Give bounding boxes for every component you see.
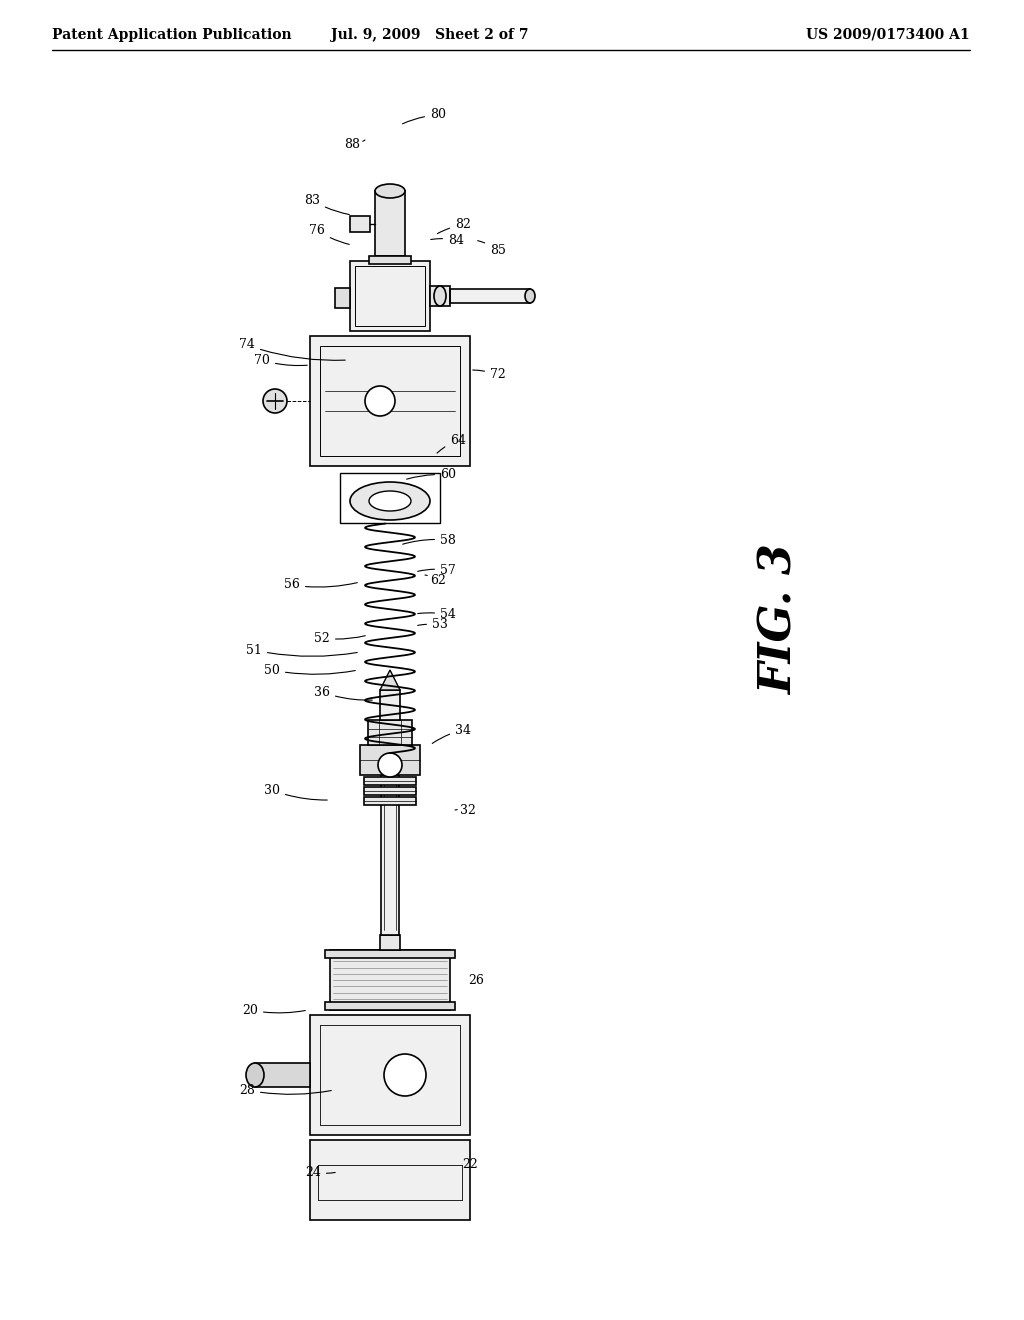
Text: 84: 84 bbox=[431, 234, 464, 247]
Text: 83: 83 bbox=[304, 194, 349, 215]
Text: 85: 85 bbox=[478, 240, 506, 256]
Bar bbox=[364, 797, 416, 805]
Ellipse shape bbox=[434, 286, 446, 306]
Text: 36: 36 bbox=[314, 685, 373, 700]
Text: 53: 53 bbox=[418, 619, 447, 631]
Text: 62: 62 bbox=[425, 573, 445, 586]
Ellipse shape bbox=[369, 491, 411, 511]
Text: 57: 57 bbox=[418, 564, 456, 577]
Bar bbox=[335, 288, 350, 308]
Ellipse shape bbox=[263, 389, 287, 413]
Text: 24: 24 bbox=[305, 1166, 335, 1179]
Text: Patent Application Publication: Patent Application Publication bbox=[52, 28, 292, 42]
Text: 56: 56 bbox=[284, 578, 357, 591]
Text: 34: 34 bbox=[432, 723, 471, 743]
Bar bbox=[310, 337, 470, 466]
Bar bbox=[340, 473, 440, 523]
Text: 22: 22 bbox=[462, 1159, 478, 1172]
Ellipse shape bbox=[246, 1063, 264, 1086]
Text: 70: 70 bbox=[254, 354, 307, 367]
Text: 58: 58 bbox=[402, 533, 456, 546]
Ellipse shape bbox=[384, 1053, 426, 1096]
Bar bbox=[450, 289, 530, 304]
Bar bbox=[364, 787, 416, 795]
Text: 52: 52 bbox=[314, 631, 366, 644]
Bar bbox=[355, 267, 425, 326]
Bar bbox=[360, 744, 420, 775]
Text: 76: 76 bbox=[309, 223, 349, 244]
Bar bbox=[381, 775, 399, 935]
Bar bbox=[364, 777, 416, 785]
Text: 30: 30 bbox=[264, 784, 328, 800]
Bar bbox=[369, 256, 411, 264]
Bar bbox=[310, 1140, 470, 1220]
Text: 28: 28 bbox=[240, 1084, 332, 1097]
Text: 51: 51 bbox=[246, 644, 357, 656]
Text: FIG. 3: FIG. 3 bbox=[759, 545, 802, 696]
Bar bbox=[325, 1002, 455, 1010]
Bar bbox=[380, 935, 400, 950]
Text: 72: 72 bbox=[473, 368, 506, 381]
Bar bbox=[350, 216, 370, 232]
Text: US 2009/0173400 A1: US 2009/0173400 A1 bbox=[806, 28, 970, 42]
Bar bbox=[375, 191, 406, 256]
Text: Jul. 9, 2009   Sheet 2 of 7: Jul. 9, 2009 Sheet 2 of 7 bbox=[331, 28, 528, 42]
Text: 50: 50 bbox=[264, 664, 355, 676]
Bar bbox=[350, 261, 430, 331]
Bar bbox=[325, 950, 455, 958]
Bar bbox=[430, 286, 450, 306]
Text: 88: 88 bbox=[344, 139, 365, 152]
Text: 26: 26 bbox=[468, 974, 484, 986]
Polygon shape bbox=[380, 671, 400, 690]
Ellipse shape bbox=[375, 183, 406, 198]
Text: 20: 20 bbox=[242, 1003, 305, 1016]
Bar bbox=[319, 346, 460, 455]
Text: 74: 74 bbox=[240, 338, 345, 360]
Ellipse shape bbox=[525, 289, 535, 304]
Ellipse shape bbox=[378, 752, 402, 777]
Text: 32: 32 bbox=[455, 804, 476, 817]
Bar bbox=[330, 950, 450, 1010]
Text: 54: 54 bbox=[418, 609, 456, 622]
Bar bbox=[310, 1015, 470, 1135]
Text: 80: 80 bbox=[402, 108, 446, 124]
Text: 64: 64 bbox=[437, 433, 466, 453]
Bar bbox=[380, 690, 400, 719]
Ellipse shape bbox=[350, 482, 430, 520]
Bar bbox=[368, 719, 412, 744]
Ellipse shape bbox=[365, 385, 395, 416]
Text: 82: 82 bbox=[437, 219, 471, 234]
Text: 60: 60 bbox=[407, 469, 456, 482]
Bar bbox=[255, 1063, 310, 1086]
